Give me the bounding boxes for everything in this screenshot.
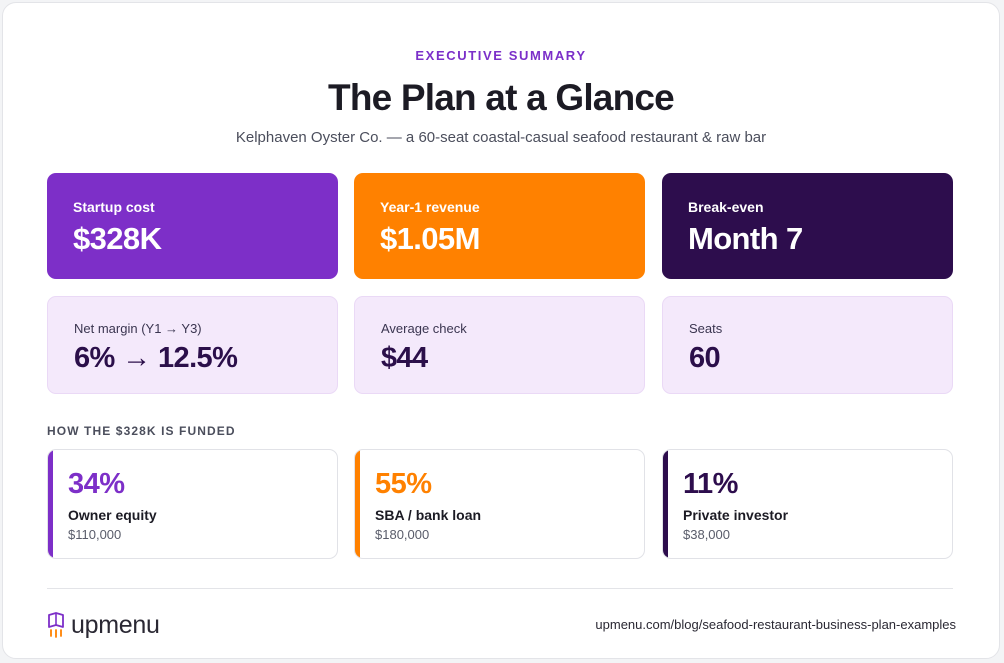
page-title: The Plan at a Glance [328, 77, 675, 118]
funding-percent: 11% [683, 468, 738, 500]
upmenu-logo-icon [48, 612, 64, 638]
brand-name: upmenu [71, 610, 160, 639]
tile-value: $328K [73, 221, 162, 256]
funding-card-owner-equity: 34% Owner equity $110,000 [47, 449, 338, 559]
page-subtitle: Kelphaven Oyster Co. — a 60-seat coastal… [235, 129, 767, 146]
funding-percent: 55% [375, 468, 432, 500]
funding-source: Private investor [683, 507, 789, 523]
tile-average-check: Average check $44 [354, 296, 645, 394]
eyebrow-label: EXECUTIVE SUMMARY [415, 48, 587, 63]
funding-amount: $38,000 [683, 527, 730, 542]
tile-seats: Seats 60 [662, 296, 953, 394]
funding-accent-bar [355, 450, 360, 558]
tile-break-even: Break-even Month 7 [662, 173, 953, 279]
funding-card-bank-loan: 55% SBA / bank loan $180,000 [354, 449, 645, 559]
tile-label: Break-even [688, 199, 764, 215]
tile-label: Year-1 revenue [380, 199, 480, 215]
tile-value: Month 7 [688, 221, 803, 256]
tile-net-margin: Net margin (Y1 → Y3) 6% → 12.5% [47, 296, 338, 394]
tile-value: 60 [689, 342, 721, 374]
funding-section-label: HOW THE $328K IS FUNDED [47, 424, 236, 438]
funding-amount: $110,000 [68, 527, 122, 542]
funding-amount: $180,000 [375, 527, 430, 542]
upmenu-logo[interactable]: upmenu [47, 610, 160, 640]
funding-accent-bar [663, 450, 668, 558]
tile-value: $44 [381, 342, 428, 374]
tile-value: 6% → 12.5% [74, 342, 238, 374]
funding-source: SBA / bank loan [375, 507, 482, 523]
tile-value: $1.05M [380, 221, 480, 256]
tile-label: Seats [689, 321, 723, 336]
funding-source: Owner equity [68, 507, 157, 523]
funding-accent-bar [48, 450, 53, 558]
tile-label: Net margin (Y1 → Y3) [74, 321, 202, 336]
funding-card-private-investor: 11% Private investor $38,000 [662, 449, 953, 559]
source-url-link[interactable]: upmenu.com/blog/seafood-restaurant-busin… [595, 617, 956, 632]
tile-label: Startup cost [73, 199, 155, 215]
tile-label: Average check [381, 321, 467, 336]
footer-divider [47, 588, 953, 589]
tile-year1-revenue: Year-1 revenue $1.05M [354, 173, 645, 279]
tile-startup-cost: Startup cost $328K [47, 173, 338, 279]
funding-percent: 34% [68, 468, 125, 500]
